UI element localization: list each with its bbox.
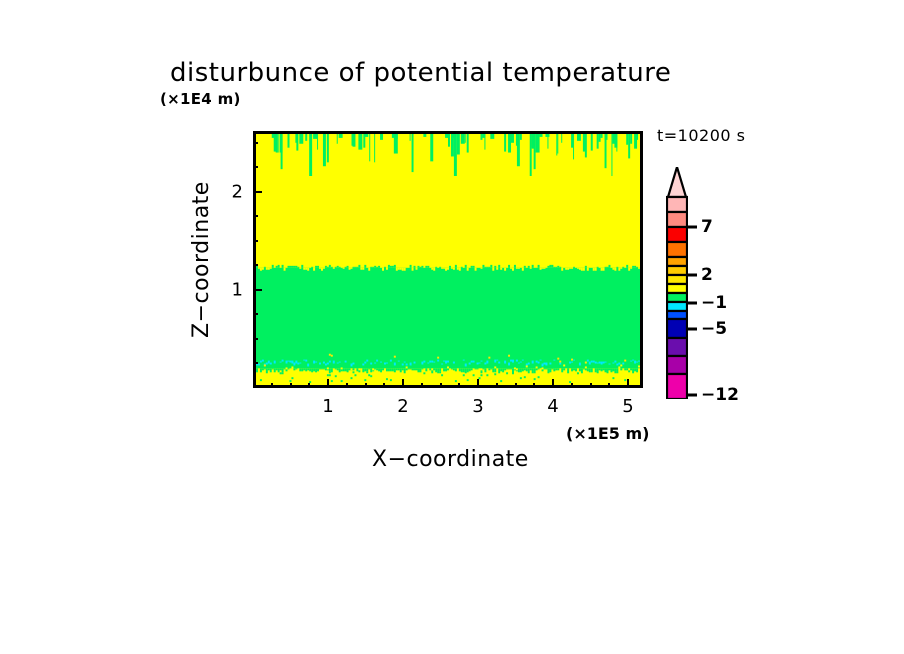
colorbar-swatches [666, 167, 688, 399]
x-axis-minor-tick [589, 383, 592, 388]
x-axis-minor-tick [364, 383, 367, 388]
x-axis-major-tick [552, 379, 554, 388]
colorbar [666, 167, 688, 399]
x-axis-minor-tick [270, 383, 273, 388]
x-axis-minor-tick [570, 383, 573, 388]
x-axis-tick-label: 2 [397, 396, 409, 417]
y-axis-units-label: (×1E4 m) [160, 90, 241, 108]
colorbar-tick [688, 327, 697, 331]
cyan-streak-band [256, 353, 640, 367]
x-axis-minor-tick [289, 383, 292, 388]
x-axis-minor-tick [514, 383, 517, 388]
x-axis-units-label: (×1E5 m) [566, 424, 650, 443]
x-axis-minor-tick [458, 383, 461, 388]
y-axis-minor-tick [253, 239, 258, 242]
y-axis-major-tick [253, 190, 262, 193]
x-axis-minor-tick [308, 383, 311, 388]
x-axis-minor-tick [420, 383, 423, 388]
colorbar-tick [688, 225, 697, 229]
colorbar-tick-label: −1 [701, 293, 728, 313]
y-axis-tick-label: 2 [231, 181, 243, 203]
upper-yellow-region [256, 134, 640, 268]
colorbar-tick [688, 301, 697, 305]
x-axis-tick-label: 1 [322, 396, 334, 417]
heatmap-canvas [256, 134, 640, 385]
y-axis-minor-tick [253, 215, 258, 218]
colorbar-tick-label: 7 [701, 217, 713, 237]
x-axis-minor-tick [608, 383, 611, 388]
x-axis-tick-label: 3 [472, 396, 484, 417]
x-axis-title: X−coordinate [372, 447, 529, 472]
y-axis-tick-label: 1 [231, 279, 243, 301]
x-axis-major-tick [327, 379, 329, 388]
x-axis-tick-label: 4 [547, 396, 559, 417]
x-axis-minor-tick [345, 383, 348, 388]
lower-yellow-region [256, 368, 640, 385]
bottom-speckle-band [256, 364, 640, 384]
colorbar-tick [688, 393, 697, 397]
x-axis-minor-tick [495, 383, 498, 388]
y-axis-title: Z−coordinate [189, 181, 214, 339]
y-axis-minor-tick [253, 264, 258, 267]
colorbar-tick-label: −12 [701, 385, 739, 405]
y-axis-minor-tick [253, 362, 258, 365]
x-axis-major-tick [627, 379, 629, 388]
x-axis-major-tick [402, 379, 404, 388]
plot-area [253, 131, 643, 388]
y-axis-major-tick [253, 288, 262, 291]
yellow-green-interface [256, 264, 640, 271]
time-annotation: t=10200 s [657, 126, 746, 145]
colorbar-tick-label: −5 [701, 319, 728, 339]
x-axis-tick-label: 5 [622, 396, 634, 417]
x-axis-minor-tick [533, 383, 536, 388]
colorbar-tick [688, 273, 697, 277]
top-green-spikes [271, 134, 639, 176]
y-axis-minor-tick [253, 337, 258, 340]
y-axis-minor-tick [253, 313, 258, 316]
x-axis-major-tick [477, 379, 479, 388]
colorbar-tick-label: 2 [701, 265, 713, 285]
x-axis-minor-tick [439, 383, 442, 388]
y-axis-minor-tick [253, 141, 258, 144]
page-title: disturbunce of potential temperature [170, 58, 672, 88]
mid-green-region [256, 267, 640, 369]
x-axis-minor-tick [383, 383, 386, 388]
y-axis-minor-tick [253, 166, 258, 169]
